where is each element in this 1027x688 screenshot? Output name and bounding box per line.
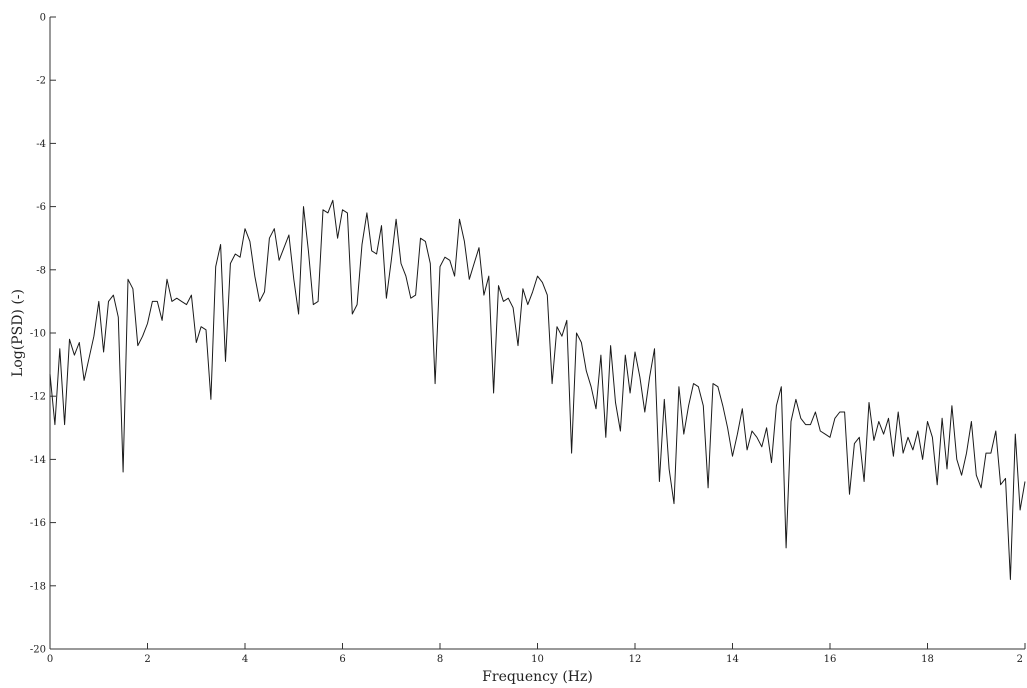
x-tick-label: 8 xyxy=(437,654,443,665)
y-tick-label: -4 xyxy=(36,139,46,150)
y-ticks: 0 -2 -4 -6 -8 -10 -12 -14 -16 -18 -20 xyxy=(30,13,56,656)
x-tick-label: 12 xyxy=(629,654,642,665)
x-tick-label: 2 xyxy=(1017,654,1023,665)
y-tick-label: -8 xyxy=(36,265,46,276)
series-group xyxy=(49,199,1026,580)
x-tick-label: 14 xyxy=(726,654,739,665)
x-axis-label: Frequency (Hz) xyxy=(482,669,593,685)
y-tick-label: -10 xyxy=(30,329,46,340)
axes xyxy=(49,17,1025,650)
x-tick-label: 4 xyxy=(242,654,248,665)
y-axis-label: Log(PSD) (-) xyxy=(10,289,26,377)
x-tick-label: 10 xyxy=(531,654,544,665)
y-tick-label: -6 xyxy=(36,202,46,213)
y-tick-label: -18 xyxy=(30,581,46,592)
x-ticks: 0 2 4 6 8 10 12 14 16 18 2 xyxy=(47,643,1026,665)
x-tick-label: 2 xyxy=(144,654,150,665)
x-tick-label: 16 xyxy=(824,654,837,665)
y-tick-label: -16 xyxy=(30,518,46,529)
y-tick-label: -20 xyxy=(30,645,46,656)
y-tick-label: -12 xyxy=(30,392,46,403)
x-tick-label: 0 xyxy=(47,654,53,665)
psd-series-line xyxy=(49,199,1026,580)
y-tick-label: -2 xyxy=(36,76,46,87)
y-tick-label: -14 xyxy=(30,455,46,466)
x-tick-label: 18 xyxy=(921,654,934,665)
y-tick-label: 0 xyxy=(40,13,46,24)
x-tick-label: 6 xyxy=(339,654,345,665)
